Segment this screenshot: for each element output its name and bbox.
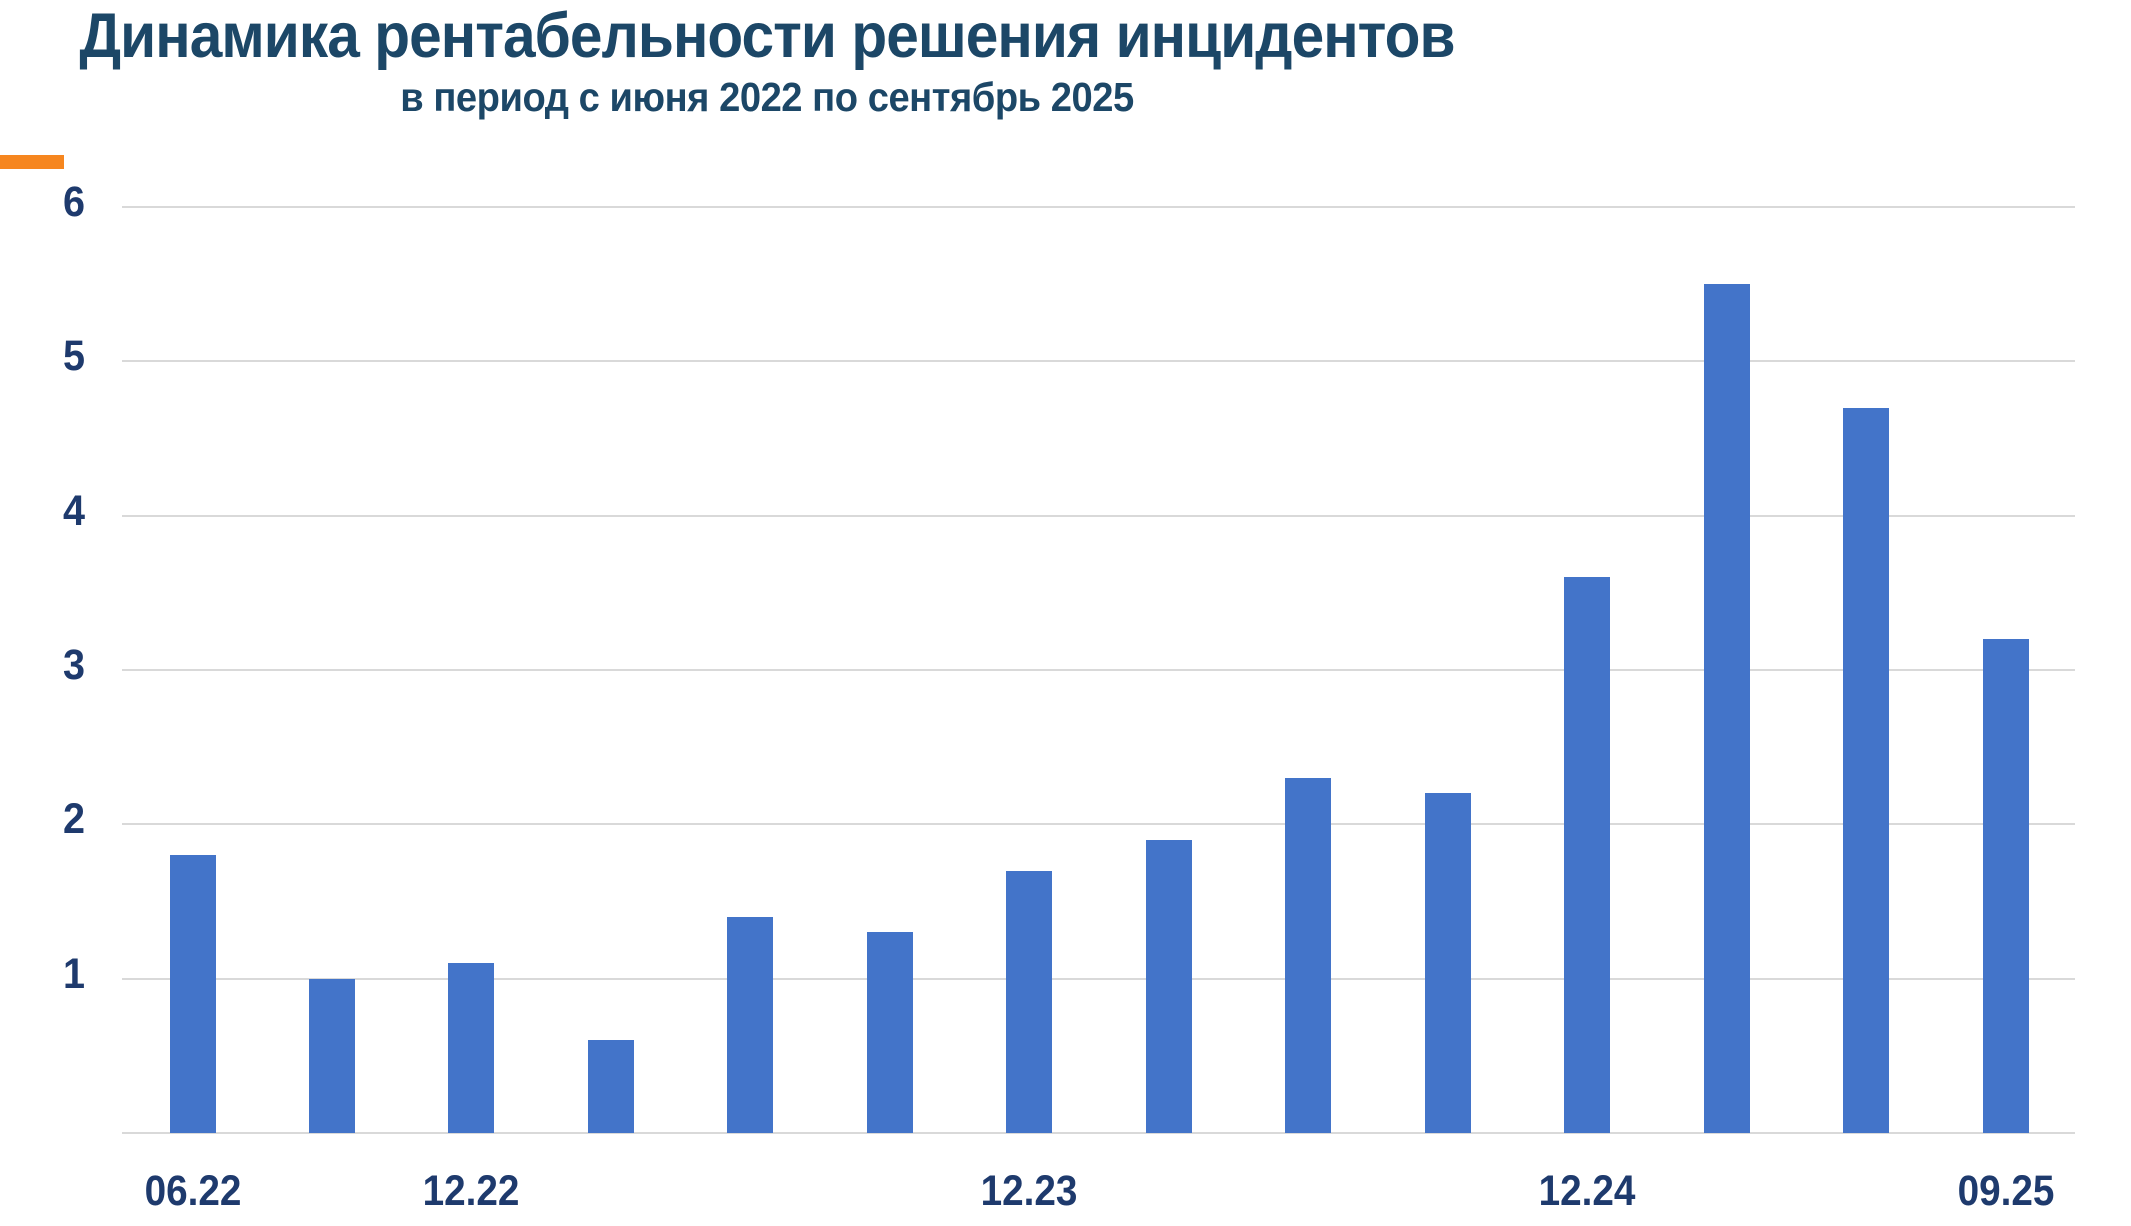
gridline [122, 669, 2075, 671]
bar [1145, 839, 1192, 1133]
x-tick-label: 09.25 [1957, 1167, 2055, 1215]
gridline [122, 360, 2075, 363]
y-tick-label: 5 [62, 332, 85, 381]
y-tick-label: 2 [62, 795, 85, 844]
gridline [122, 823, 2075, 826]
x-tick-label: 12.24 [1538, 1167, 1636, 1215]
y-tick-label: 1 [62, 949, 85, 998]
bar [1843, 407, 1890, 1133]
bar [587, 1040, 634, 1133]
gridline [122, 206, 2075, 209]
x-tick-label: 12.22 [423, 1167, 520, 1215]
chart-header: Динамика рентабельности решения инцидент… [54, 1, 1481, 121]
bar [1285, 778, 1332, 1133]
y-tick-label: 4 [62, 486, 85, 535]
x-tick-label: 12.23 [980, 1167, 1078, 1215]
bar [308, 978, 355, 1133]
x-axis-line [122, 1132, 2075, 1134]
bar [1564, 577, 1611, 1133]
bar [1424, 793, 1471, 1133]
bar [727, 916, 774, 1133]
x-tick-label: 06.22 [144, 1167, 241, 1215]
bar [1006, 870, 1053, 1133]
gridline [122, 514, 2075, 517]
y-tick-label: 6 [62, 178, 85, 227]
gridline [122, 977, 2075, 980]
chart-subtitle: в период с июня 2022 по сентябрь 2025 [400, 74, 1134, 121]
bar [448, 963, 495, 1133]
y-tick-label: 3 [62, 641, 85, 689]
bar [1982, 639, 2029, 1133]
accent-bar [0, 155, 64, 169]
bar [866, 932, 913, 1133]
bar [169, 855, 216, 1133]
bar [1703, 284, 1750, 1133]
chart-title: Динамика рентабельности решения инцидент… [79, 1, 1455, 71]
